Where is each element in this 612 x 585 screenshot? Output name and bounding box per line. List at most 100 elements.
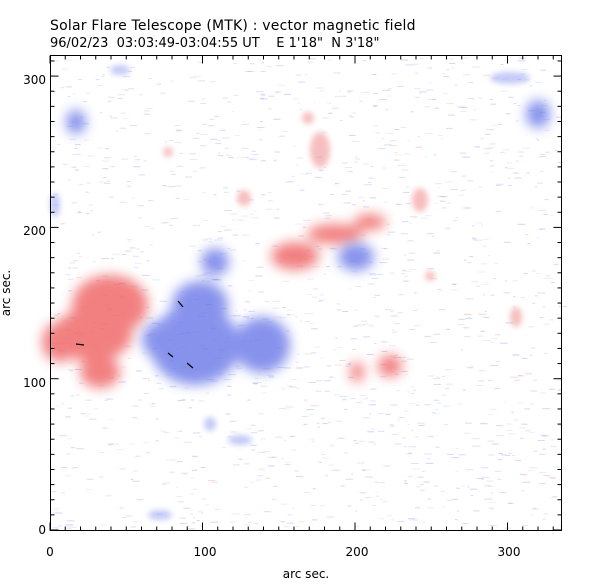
noise-speck: [414, 88, 421, 90]
noise-speck: [343, 202, 351, 204]
noise-speck: [162, 185, 166, 186]
noise-speck: [364, 184, 373, 186]
noise-speck: [487, 440, 492, 442]
noise-speck: [519, 58, 523, 60]
noise-speck: [452, 219, 458, 221]
noise-speck: [368, 177, 375, 179]
noise-speck: [407, 358, 414, 360]
noise-speck: [171, 173, 176, 175]
noise-speck: [525, 430, 531, 432]
noise-speck: [136, 248, 141, 250]
noise-speck: [550, 497, 558, 499]
noise-speck: [468, 98, 475, 100]
noise-speck: [439, 309, 446, 311]
noise-speck: [465, 298, 474, 300]
noise-speck: [251, 318, 254, 320]
noise-speck: [378, 148, 386, 149]
noise-speck: [261, 61, 264, 63]
noise-speck: [335, 420, 343, 422]
noise-speck: [68, 362, 72, 364]
noise-speck: [284, 526, 290, 528]
noise-speck: [78, 79, 82, 81]
noise-speck: [134, 155, 138, 157]
noise-speck: [318, 299, 325, 301]
noise-speck: [451, 284, 456, 285]
noise-speck: [227, 101, 232, 103]
noise-speck: [478, 313, 487, 315]
noise-speck: [344, 365, 352, 367]
noise-speck: [99, 112, 102, 114]
noise-speck: [439, 200, 444, 202]
noise-speck: [483, 316, 490, 318]
noise-speck: [407, 423, 410, 425]
noise-speck: [364, 497, 372, 498]
noise-speck: [508, 96, 514, 98]
noise-speck: [261, 94, 266, 96]
noise-speck: [286, 181, 294, 183]
noise-speck: [325, 266, 330, 268]
noise-speck: [72, 260, 78, 262]
noise-speck: [75, 169, 79, 171]
noise-speck: [199, 145, 207, 147]
noise-speck: [534, 295, 539, 297]
noise-speck: [385, 309, 391, 310]
noise-speck: [286, 314, 291, 316]
noise-speck: [344, 167, 353, 169]
noise-speck: [398, 294, 404, 296]
noise-speck: [140, 251, 144, 253]
noise-speck: [272, 498, 275, 500]
noise-speck: [324, 217, 331, 219]
noise-speck: [423, 106, 430, 108]
noise-speck: [103, 157, 112, 159]
noise-speck: [500, 90, 508, 92]
noise-speck: [546, 275, 550, 277]
noise-speck: [105, 398, 110, 400]
noise-speck: [291, 449, 296, 451]
noise-speck: [530, 403, 534, 405]
noise-speck: [512, 454, 515, 456]
noise-speck: [106, 66, 110, 68]
noise-speck: [465, 469, 474, 471]
noise-speck: [258, 291, 264, 293]
noise-speck: [282, 130, 288, 132]
noise-speck: [189, 513, 194, 515]
noise-speck: [451, 457, 459, 459]
noise-speck: [372, 505, 376, 506]
noise-speck: [553, 263, 559, 265]
noise-speck: [362, 398, 368, 400]
noise-speck: [482, 294, 486, 296]
noise-speck: [135, 370, 142, 372]
noise-speck: [433, 383, 442, 385]
noise-speck: [67, 520, 75, 522]
noise-speck: [480, 423, 488, 425]
noise-speck: [112, 253, 121, 255]
noise-speck: [441, 491, 445, 492]
noise-speck: [129, 125, 138, 126]
noise-speck: [409, 329, 416, 330]
noise-speck: [221, 137, 230, 139]
noise-speck: [192, 455, 199, 457]
noise-speck: [303, 219, 311, 221]
noise-speck: [174, 437, 179, 439]
noise-speck: [169, 140, 174, 141]
noise-speck: [311, 440, 315, 442]
noise-speck: [301, 415, 309, 417]
noise-speck: [250, 482, 254, 484]
noise-speck: [281, 457, 284, 459]
noise-speck: [496, 183, 504, 185]
noise-speck: [370, 400, 376, 402]
noise-speck: [251, 449, 255, 451]
noise-speck: [528, 470, 535, 472]
noise-speck: [459, 152, 467, 154]
noise-speck: [520, 437, 523, 439]
noise-speck: [294, 470, 299, 472]
noise-speck: [330, 193, 334, 195]
noise-speck: [400, 59, 408, 61]
noise-speck: [456, 510, 460, 512]
noise-speck: [457, 106, 465, 108]
noise-speck: [268, 108, 272, 110]
noise-speck: [510, 376, 518, 378]
noise-speck: [99, 181, 107, 183]
noise-speck: [156, 83, 162, 85]
noise-speck: [295, 367, 304, 369]
